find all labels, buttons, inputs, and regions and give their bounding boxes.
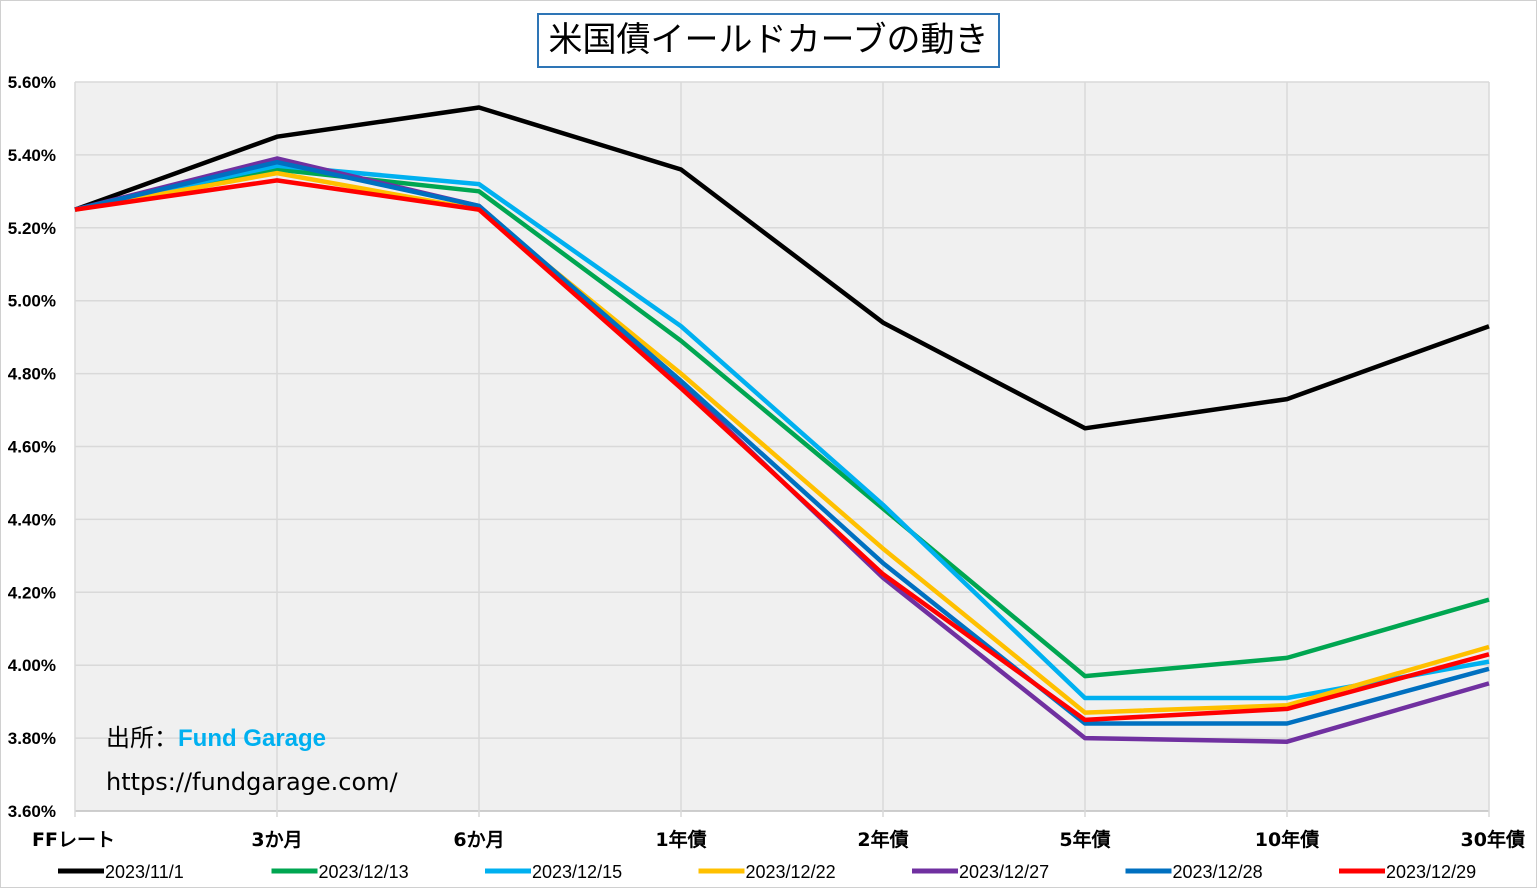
- x-tick-label: FFレート: [32, 829, 115, 851]
- legend-label: 2023/12/15: [532, 862, 622, 882]
- y-tick-label: 4.80%: [8, 365, 56, 384]
- x-tick-label: 30年債: [1461, 828, 1525, 851]
- y-tick-label: 3.80%: [8, 729, 56, 748]
- legend-label: 2023/11/1: [105, 862, 184, 882]
- y-tick-label: 5.00%: [8, 292, 56, 311]
- legend: 2023/11/1 2023/12/13 2023/12/15 2023/12/22 2…: [58, 862, 1476, 882]
- x-tick-label: 5年債: [1059, 828, 1110, 851]
- x-axis-ticks: FFレート 3か月 6か月 1年債 2年債 5年債 10年債 30年債: [32, 828, 1525, 851]
- series-lines: [74, 105, 1490, 744]
- legend-label: 2023/12/27: [959, 862, 1049, 882]
- y-tick-label: 4.40%: [8, 510, 56, 529]
- series-line: [74, 105, 1490, 431]
- series-line: [74, 178, 1490, 723]
- y-tick-label: 4.00%: [8, 656, 56, 675]
- y-tick-label: 5.20%: [8, 219, 56, 238]
- y-tick-label: 5.40%: [8, 146, 56, 165]
- chart-title: 米国債イールドカーブの動き: [537, 13, 1000, 68]
- series-line: [74, 170, 1490, 715]
- legend-label: 2023/12/28: [1173, 862, 1263, 882]
- source-url: https://fundgarage.com/: [106, 768, 398, 796]
- legend-label: 2023/12/29: [1386, 862, 1476, 882]
- series-line: [74, 159, 1490, 726]
- y-tick-label: 5.60%: [8, 73, 56, 92]
- x-tick-label: 10年債: [1255, 828, 1319, 851]
- source-name: Fund Garage: [178, 725, 327, 752]
- x-tick-label: 2年債: [857, 828, 908, 851]
- source-label: 出所：: [106, 724, 178, 752]
- series-line: [74, 167, 1490, 679]
- source-line: 出所：Fund Garage: [106, 720, 398, 757]
- x-tick-label: 3か月: [251, 829, 302, 851]
- y-tick-label: 4.20%: [8, 583, 56, 602]
- y-axis-ticks: 5.60% 5.40% 5.20% 5.00% 4.80% 4.60% 4.40% 4.20%…: [8, 73, 56, 821]
- x-tick-label: 6か月: [453, 829, 504, 851]
- source-note: 出所：Fund Garage https://fundgarage.com/: [106, 720, 398, 800]
- y-tick-label: 4.60%: [8, 438, 56, 457]
- y-tick-label: 3.60%: [8, 802, 56, 821]
- legend-label: 2023/12/22: [746, 862, 836, 882]
- legend-label: 2023/12/13: [319, 862, 409, 882]
- x-tick-label: 1年債: [655, 828, 706, 851]
